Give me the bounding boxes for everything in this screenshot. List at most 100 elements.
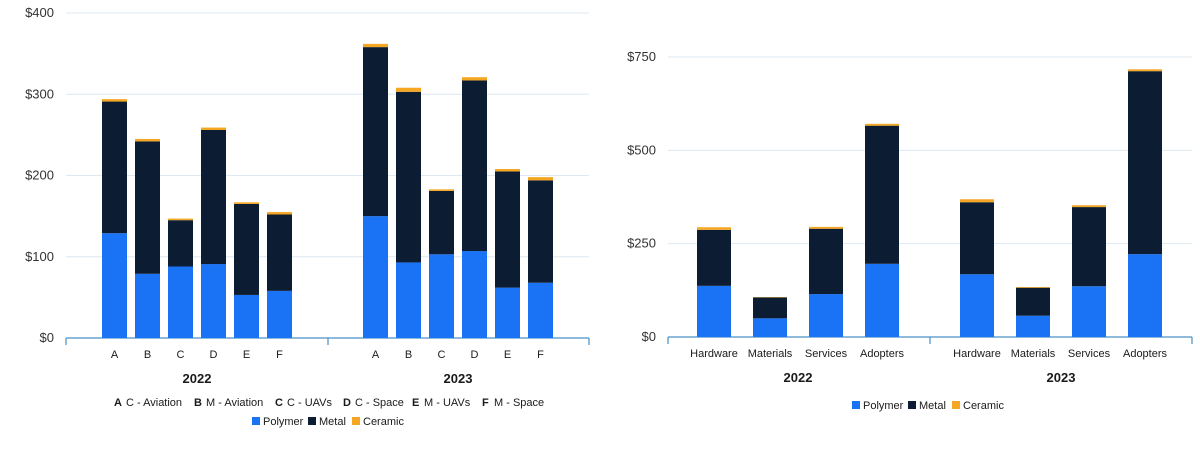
bar-polymer	[1128, 254, 1162, 337]
x-category-label: B	[405, 349, 412, 361]
y-tick-label: $300	[25, 86, 54, 101]
key-text: C - Space	[355, 397, 404, 409]
bar-ceramic	[429, 189, 454, 191]
key-letter: A	[114, 397, 122, 409]
legend-swatch-polymer	[252, 417, 260, 425]
x-category-label: B	[144, 349, 151, 361]
x-category-label: Hardware	[690, 348, 738, 360]
x-category-label: Adopters	[1123, 348, 1168, 360]
bar-ceramic	[396, 87, 421, 92]
x-category-label: Materials	[748, 348, 793, 360]
key-letter: B	[194, 397, 202, 409]
x-category-label: C	[177, 349, 185, 361]
bar-ceramic	[462, 77, 487, 81]
bar-metal	[753, 297, 787, 319]
bar-polymer	[753, 318, 787, 337]
bar-metal	[267, 214, 292, 291]
legend-swatch-metal	[308, 417, 316, 425]
bar-polymer	[267, 290, 292, 338]
x-category-label: E	[243, 349, 250, 361]
bar-ceramic	[267, 212, 292, 215]
bar-metal	[234, 203, 259, 295]
bar-polymer	[1072, 286, 1106, 337]
bar-polymer	[1016, 315, 1050, 337]
x-category-label: D	[210, 349, 218, 361]
bar-polymer	[102, 233, 127, 338]
bar-polymer	[429, 254, 454, 338]
legend-label-metal: Metal	[919, 400, 946, 412]
bar-polymer	[168, 266, 193, 338]
bar-polymer	[697, 285, 731, 337]
bar-metal	[429, 190, 454, 255]
x-category-label: F	[276, 349, 283, 361]
key-text: M - Space	[494, 397, 544, 409]
y-tick-label: $100	[25, 249, 54, 264]
x-group-label: 2022	[784, 370, 813, 385]
legend-swatch-metal	[908, 401, 916, 409]
bar-ceramic	[363, 43, 388, 48]
x-category-label: D	[471, 349, 479, 361]
x-category-label: A	[111, 349, 119, 361]
key-text: M - Aviation	[206, 397, 263, 409]
y-tick-label: $0	[642, 329, 656, 344]
bar-ceramic	[1072, 205, 1106, 208]
bar-metal	[396, 91, 421, 263]
bar-polymer	[135, 273, 160, 338]
bar-ceramic	[960, 199, 994, 203]
bar-ceramic	[201, 127, 226, 130]
legend-swatch-polymer	[852, 401, 860, 409]
bar-polymer	[528, 282, 553, 338]
legend-label-ceramic: Ceramic	[363, 416, 404, 428]
x-category-label: F	[537, 349, 544, 361]
y-tick-label: $400	[25, 5, 54, 20]
key-text: C - UAVs	[287, 397, 333, 409]
legend-label-ceramic: Ceramic	[963, 400, 1004, 412]
bar-ceramic	[495, 169, 520, 172]
bar-metal	[135, 141, 160, 274]
x-group-label: 2023	[444, 371, 473, 386]
legend-label-metal: Metal	[319, 416, 346, 428]
x-category-label: Materials	[1011, 348, 1056, 360]
x-category-label: Services	[1068, 348, 1111, 360]
key-letter: F	[482, 397, 489, 409]
bar-metal	[1072, 207, 1106, 287]
bar-metal	[495, 171, 520, 288]
legend-swatch-ceramic	[352, 417, 360, 425]
bar-metal	[201, 130, 226, 265]
bar-metal	[102, 101, 127, 234]
bar-metal	[865, 125, 899, 264]
bar-ceramic	[809, 226, 843, 229]
bar-metal	[168, 220, 193, 267]
y-tick-label: $500	[627, 142, 656, 157]
bar-polymer	[960, 274, 994, 337]
bar-ceramic	[1016, 286, 1050, 288]
bar-ceramic	[234, 202, 259, 204]
key-text: C - Aviation	[126, 397, 182, 409]
x-category-label: Hardware	[953, 348, 1001, 360]
bar-ceramic	[697, 227, 731, 230]
bar-polymer	[234, 294, 259, 338]
bar-polymer	[495, 287, 520, 338]
bar-polymer	[363, 216, 388, 338]
x-group-label: 2022	[183, 371, 212, 386]
bar-ceramic	[168, 218, 193, 221]
bar-metal	[363, 47, 388, 217]
x-category-label: Services	[805, 348, 848, 360]
x-category-label: C	[438, 349, 446, 361]
x-category-label: A	[372, 349, 380, 361]
bar-metal	[462, 80, 487, 252]
bar-polymer	[201, 264, 226, 338]
bar-polymer	[865, 263, 899, 337]
bar-ceramic	[865, 123, 899, 126]
bar-metal	[960, 202, 994, 275]
x-category-label: Adopters	[860, 348, 905, 360]
bar-metal	[697, 229, 731, 286]
bar-metal	[1128, 71, 1162, 255]
bar-polymer	[809, 294, 843, 337]
key-letter: D	[343, 397, 351, 409]
x-group-label: 2023	[1047, 370, 1076, 385]
legend-swatch-ceramic	[952, 401, 960, 409]
key-letter: E	[412, 397, 419, 409]
bar-polymer	[462, 251, 487, 338]
